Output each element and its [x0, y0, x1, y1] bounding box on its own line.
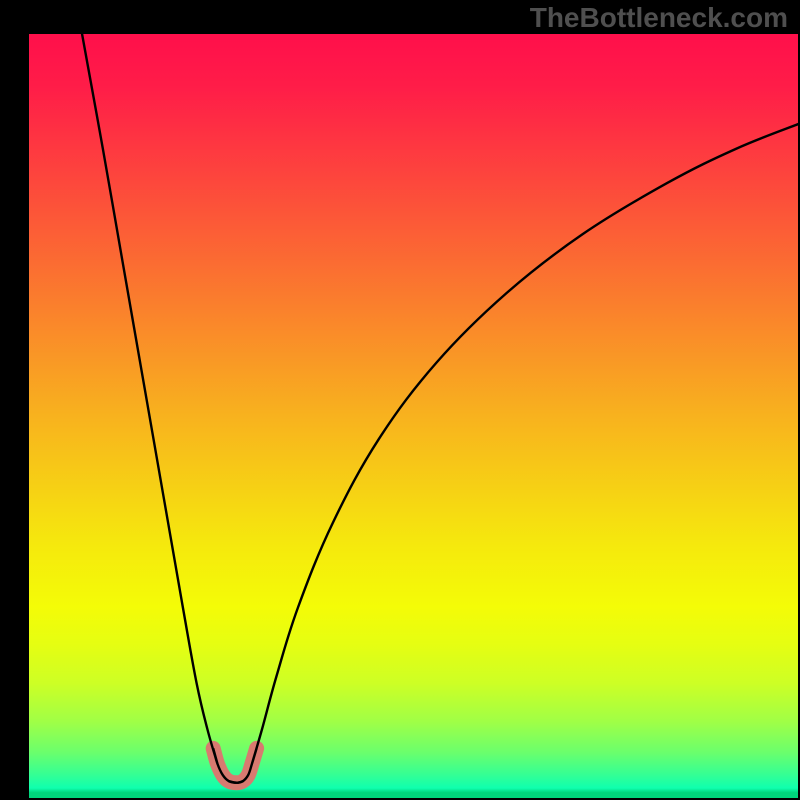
chart-plot-area [29, 34, 798, 798]
chart-background [29, 34, 798, 798]
chart-svg [29, 34, 798, 798]
watermark-text: TheBottleneck.com [530, 2, 788, 34]
